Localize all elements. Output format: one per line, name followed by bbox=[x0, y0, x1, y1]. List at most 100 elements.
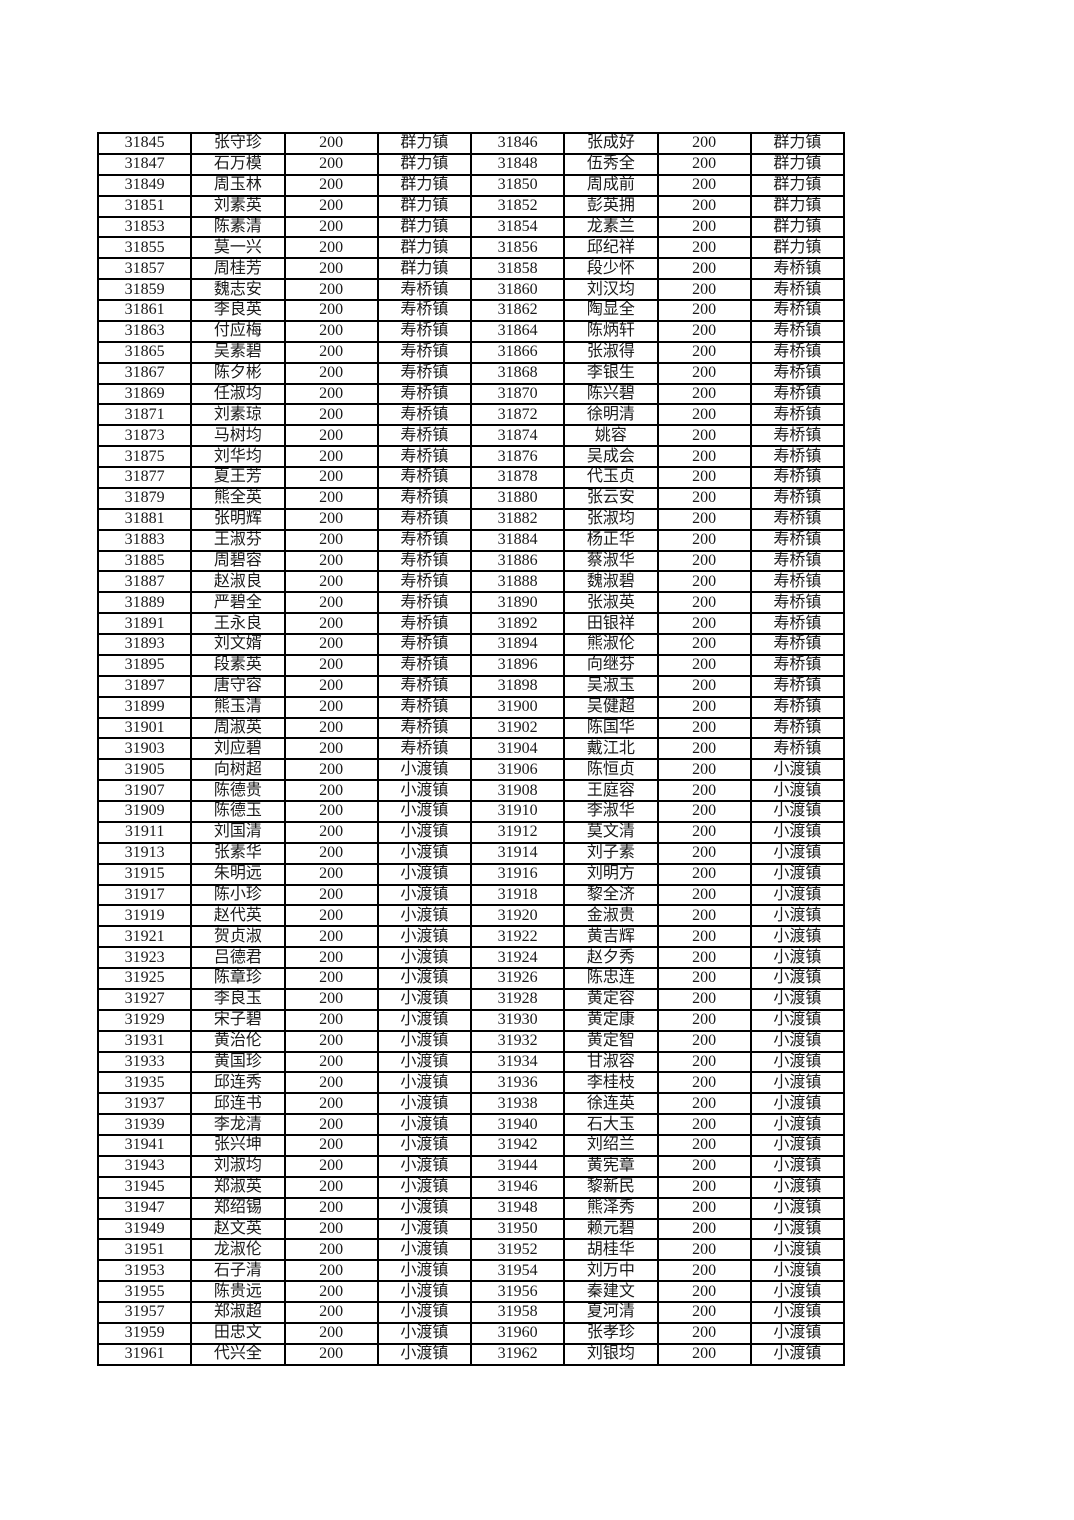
person-name-cell: 刘明方 bbox=[563, 862, 659, 886]
record-id-cell: 31899 bbox=[96, 695, 193, 719]
town-cell: 群力镇 bbox=[749, 152, 846, 176]
person-name-cell: 石万模 bbox=[190, 152, 286, 176]
amount-cell: 200 bbox=[283, 361, 379, 385]
record-id-cell: 31905 bbox=[96, 758, 193, 782]
person-name-cell: 黄宪章 bbox=[563, 1154, 659, 1178]
town-cell: 群力镇 bbox=[376, 215, 473, 239]
record-id-cell: 31923 bbox=[96, 946, 193, 969]
amount-cell: 200 bbox=[656, 1008, 752, 1032]
table-row: 31939 李龙清 200 小渡镇 31940 石大玉 200 小渡镇 bbox=[96, 1113, 846, 1136]
town-cell: 小渡镇 bbox=[376, 1071, 473, 1095]
amount-cell: 200 bbox=[656, 841, 752, 865]
person-name-cell: 陈炳轩 bbox=[563, 319, 659, 343]
person-name-cell: 刘汉均 bbox=[563, 278, 659, 301]
record-id-cell: 31937 bbox=[96, 1092, 193, 1116]
person-name-cell: 代兴全 bbox=[190, 1342, 286, 1367]
amount-cell: 200 bbox=[283, 653, 379, 677]
person-name-cell: 魏淑碧 bbox=[563, 570, 659, 594]
record-id-cell: 31863 bbox=[96, 319, 193, 343]
amount-cell: 200 bbox=[656, 820, 752, 844]
town-cell: 小渡镇 bbox=[376, 1029, 473, 1053]
amount-cell: 200 bbox=[283, 779, 379, 802]
record-id-cell: 31919 bbox=[96, 904, 193, 928]
person-name-cell: 黄定智 bbox=[563, 1029, 659, 1053]
town-cell: 小渡镇 bbox=[749, 1321, 846, 1345]
amount-cell: 200 bbox=[656, 1280, 752, 1303]
record-id-cell: 31860 bbox=[469, 278, 566, 301]
person-name-cell: 陈忠连 bbox=[563, 967, 659, 990]
person-name-cell: 贺贞淑 bbox=[190, 925, 286, 949]
person-name-cell: 严碧全 bbox=[190, 591, 286, 615]
amount-cell: 200 bbox=[283, 1154, 379, 1178]
table-row: 31845 张守珍 200 群力镇 31846 张成好 200 群力镇 bbox=[96, 132, 846, 155]
amount-cell: 200 bbox=[283, 215, 379, 239]
amount-cell: 200 bbox=[283, 1217, 379, 1241]
town-cell: 寿桥镇 bbox=[376, 695, 473, 719]
town-cell: 小渡镇 bbox=[749, 1029, 846, 1053]
person-name-cell: 陈章珍 bbox=[190, 967, 286, 990]
town-cell: 小渡镇 bbox=[376, 1092, 473, 1116]
town-cell: 群力镇 bbox=[376, 132, 473, 155]
amount-cell: 200 bbox=[656, 382, 752, 406]
town-cell: 寿桥镇 bbox=[749, 382, 846, 406]
town-cell: 小渡镇 bbox=[749, 925, 846, 949]
person-name-cell: 秦建文 bbox=[563, 1280, 659, 1303]
record-id-cell: 31862 bbox=[469, 299, 566, 322]
table-row: 31957 郑淑超 200 小渡镇 31958 夏河清 200 小渡镇 bbox=[96, 1301, 846, 1324]
record-id-cell: 31853 bbox=[96, 215, 193, 239]
table-row: 31883 王淑芬 200 寿桥镇 31884 杨正华 200 寿桥镇 bbox=[96, 528, 846, 552]
town-cell: 寿桥镇 bbox=[749, 445, 846, 468]
town-cell: 小渡镇 bbox=[749, 883, 846, 907]
town-cell: 小渡镇 bbox=[376, 1259, 473, 1283]
town-cell: 小渡镇 bbox=[376, 1301, 473, 1324]
table-row: 31893 刘文婿 200 寿桥镇 31894 熊淑伦 200 寿桥镇 bbox=[96, 633, 846, 656]
record-id-cell: 31914 bbox=[469, 841, 566, 865]
amount-cell: 200 bbox=[283, 486, 379, 510]
table-row: 31873 马树均 200 寿桥镇 31874 姚容 200 寿桥镇 bbox=[96, 424, 846, 448]
table-row: 31895 段素英 200 寿桥镇 31896 向继芬 200 寿桥镇 bbox=[96, 653, 846, 677]
amount-cell: 200 bbox=[656, 1029, 752, 1053]
town-cell: 寿桥镇 bbox=[749, 591, 846, 615]
record-id-cell: 31951 bbox=[96, 1238, 193, 1262]
town-cell: 寿桥镇 bbox=[749, 570, 846, 594]
town-cell: 寿桥镇 bbox=[376, 486, 473, 510]
table-row: 31851 刘素英 200 群力镇 31852 彭英拥 200 群力镇 bbox=[96, 194, 846, 218]
amount-cell: 200 bbox=[283, 1008, 379, 1032]
amount-cell: 200 bbox=[283, 904, 379, 928]
record-id-cell: 31916 bbox=[469, 862, 566, 886]
person-name-cell: 王淑芬 bbox=[190, 528, 286, 552]
amount-cell: 200 bbox=[656, 1342, 752, 1367]
town-cell: 寿桥镇 bbox=[749, 299, 846, 322]
amount-cell: 200 bbox=[656, 424, 752, 448]
person-name-cell: 李淑华 bbox=[563, 800, 659, 823]
table-row: 31951 龙淑伦 200 小渡镇 31952 胡桂华 200 小渡镇 bbox=[96, 1238, 846, 1262]
record-id-cell: 31946 bbox=[469, 1175, 566, 1199]
town-cell: 群力镇 bbox=[376, 152, 473, 176]
table-row: 31891 王永良 200 寿桥镇 31892 田银祥 200 寿桥镇 bbox=[96, 612, 846, 635]
amount-cell: 200 bbox=[283, 674, 379, 698]
person-name-cell: 陈德玉 bbox=[190, 800, 286, 823]
record-id-cell: 31882 bbox=[469, 507, 566, 531]
person-name-cell: 赖元碧 bbox=[563, 1217, 659, 1241]
record-id-cell: 31891 bbox=[96, 612, 193, 635]
record-id-cell: 31913 bbox=[96, 841, 193, 865]
person-name-cell: 张成好 bbox=[563, 132, 659, 155]
town-cell: 寿桥镇 bbox=[749, 257, 846, 281]
person-name-cell: 段素英 bbox=[190, 653, 286, 677]
person-name-cell: 莫文清 bbox=[563, 820, 659, 844]
record-id-cell: 31898 bbox=[469, 674, 566, 698]
amount-cell: 200 bbox=[283, 1134, 379, 1157]
town-cell: 群力镇 bbox=[376, 173, 473, 197]
amount-cell: 200 bbox=[283, 1196, 379, 1220]
record-id-cell: 31910 bbox=[469, 800, 566, 823]
town-cell: 寿桥镇 bbox=[376, 737, 473, 761]
amount-cell: 200 bbox=[656, 1050, 752, 1074]
record-id-cell: 31896 bbox=[469, 653, 566, 677]
record-id-cell: 31889 bbox=[96, 591, 193, 615]
town-cell: 寿桥镇 bbox=[749, 528, 846, 552]
record-id-cell: 31944 bbox=[469, 1154, 566, 1178]
table-row: 31953 石子清 200 小渡镇 31954 刘万中 200 小渡镇 bbox=[96, 1259, 846, 1283]
record-id-cell: 31846 bbox=[469, 132, 566, 155]
amount-cell: 200 bbox=[656, 132, 752, 155]
record-id-cell: 31858 bbox=[469, 257, 566, 281]
